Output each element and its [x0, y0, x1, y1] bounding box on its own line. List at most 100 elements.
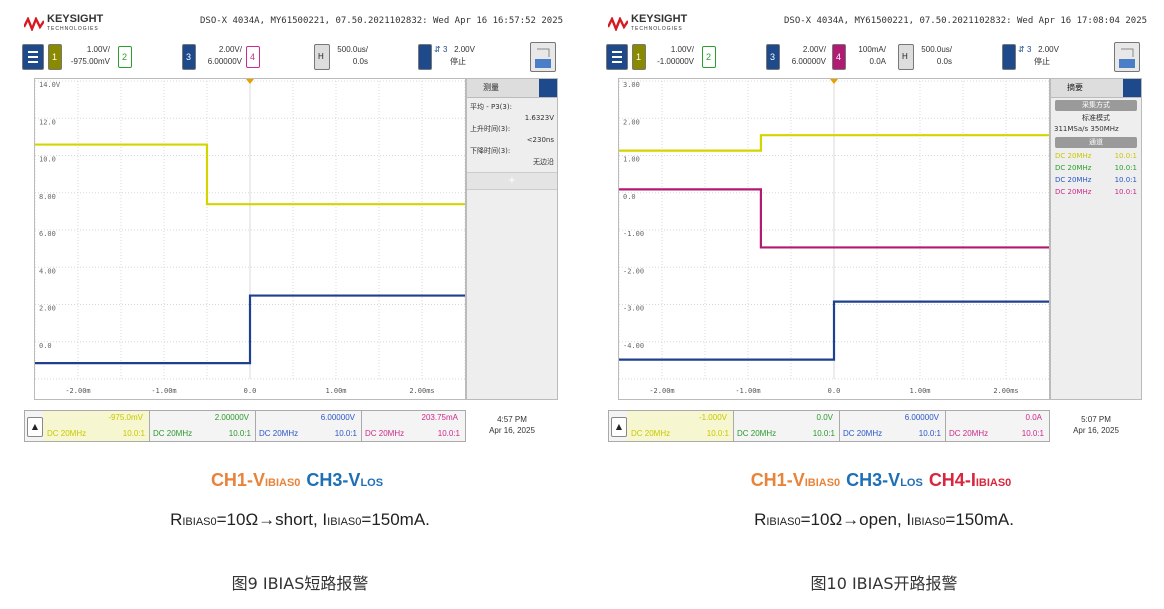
ch2-button[interactable]: 2	[702, 46, 716, 68]
footer-ch2[interactable]: 0.0V DC 20MHz 10.0:1	[733, 411, 840, 441]
caption-channel-name: CH1-V	[750, 470, 805, 490]
footer-arrow-button[interactable]: ▲	[611, 417, 627, 437]
footer-ch2[interactable]: 2.00000V DC 20MHz 10.0:1	[149, 411, 256, 441]
cond-end: =150mA.	[945, 510, 1014, 529]
menu-icon	[28, 51, 38, 63]
y-tick-label: -3.00	[623, 305, 644, 313]
x-tick-label: 0.0	[244, 387, 257, 395]
summary-panel-header[interactable]: 摘要	[1051, 79, 1141, 98]
ch1-button[interactable]: 1	[48, 44, 62, 70]
zoom-button[interactable]	[1114, 42, 1140, 72]
cond-i-sub: IBIAS0	[327, 516, 362, 528]
caption-channel-name: CH3-V	[306, 470, 361, 490]
footer-ch3[interactable]: 6.00000V DC 20MHz 10.0:1	[839, 411, 946, 441]
zoom-button[interactable]	[530, 42, 556, 72]
waveform-display[interactable]: 3.00 2.00 1.00 0.0 -1.00 -2.00 -3.00 -4.00 -2.00…	[618, 78, 1050, 400]
trigger-settings: ⇵ 3 2.00V 停止	[1018, 44, 1074, 68]
trigger-button[interactable]	[418, 44, 432, 70]
meas-line-1: 平均 - P3(3):	[470, 103, 512, 111]
x-tick-label: 0.0	[828, 387, 841, 395]
ch3-settings: 2.00V/6.00000V	[196, 44, 242, 68]
footer-ch1-probe: 10.0:1	[122, 429, 145, 438]
meas-line-2: 1.6323V	[524, 114, 554, 122]
trace-ch1	[619, 134, 1049, 152]
footer-ch3[interactable]: 6.00000V DC 20MHz 10.0:1	[255, 411, 362, 441]
footer-ch3-probe: 10.0:1	[918, 429, 941, 438]
footer-ch4[interactable]: 0.0A DC 20MHz 10.0:1	[945, 411, 1048, 441]
menu-button[interactable]	[606, 44, 628, 70]
ch2-label: 2	[122, 52, 128, 62]
caption-figure-fig10: 图10 IBIAS开路报警	[810, 574, 958, 593]
footer-ch1-cpl: DC 20MHz	[47, 429, 87, 438]
summary-cpl: DC 20MHz	[1055, 188, 1092, 196]
trigger-level: 2.00V	[1038, 45, 1059, 54]
h-label: H	[902, 52, 908, 61]
acq-mode-bar: 采集方式	[1055, 100, 1137, 111]
caption-channel-name: CH3-V	[846, 470, 901, 490]
horizontal-button[interactable]: H	[314, 44, 330, 70]
x-tick-label: 1.00m	[325, 387, 346, 395]
footer-ch4-cpl: DC 20MHz	[365, 429, 405, 438]
menu-button[interactable]	[22, 44, 44, 70]
scope-screenshot-fig10: KEYSIGHT TECHNOLOGIES DSO-X 4034A, MY6150…	[604, 8, 1164, 448]
caption-channel-1: CH1-VIBIAS0	[211, 470, 300, 490]
cond-r-sub: IBIAS0	[182, 516, 217, 528]
y-tick-label: -1.00	[623, 230, 644, 238]
ch3-button[interactable]: 3	[182, 44, 196, 70]
footer-ch2-probe: 10.0:1	[812, 429, 835, 438]
ch4-button[interactable]: 4	[832, 44, 846, 70]
ch1-button[interactable]: 1	[632, 44, 646, 70]
ch2-label: 2	[706, 52, 712, 62]
panel-toggle-icon[interactable]	[1123, 79, 1141, 97]
ch2-button[interactable]: 2	[118, 46, 132, 68]
add-measure-icon[interactable]: +	[467, 172, 557, 190]
timebase-settings: 500.0us/0.0s	[912, 44, 952, 68]
footer-ch3-value: 6.00000V	[904, 413, 939, 422]
sample-rate: 311MSa/s 350MHz	[1054, 125, 1119, 133]
y-tick-label: 8.00	[39, 193, 56, 201]
footer-ch4[interactable]: 203.75mA DC 20MHz 10.0:1	[361, 411, 464, 441]
footer-ch2-value: 2.00000V	[214, 413, 249, 422]
trigger-button[interactable]	[1002, 44, 1016, 70]
h-label: H	[318, 52, 324, 61]
meas-line-4: <230ns	[526, 136, 554, 144]
ch4-label: 4	[250, 52, 256, 62]
ch3-button[interactable]: 3	[766, 44, 780, 70]
footer-ch1[interactable]: -1.000V DC 20MHz 10.0:1	[627, 411, 734, 441]
run-status: 停止	[450, 57, 466, 66]
caption-channel-1: CH1-VIBIAS0	[751, 470, 840, 490]
clock-time: 5:07 PM	[1081, 415, 1111, 424]
footer-ch4-value: 203.75mA	[421, 413, 458, 422]
panel-toggle-icon[interactable]	[539, 79, 557, 97]
y-tick-label: 10.0	[39, 156, 56, 164]
ch4-settings: 100mA/0.0A	[846, 44, 886, 68]
summary-probe: 10.0:1	[1114, 164, 1137, 172]
footer-arrow-button[interactable]: ▲	[27, 417, 43, 437]
horizontal-button[interactable]: H	[898, 44, 914, 70]
footer-ch1-value: -1.000V	[698, 413, 727, 422]
trigger-position-marker	[246, 79, 254, 84]
scope-header: KEYSIGHT TECHNOLOGIES DSO-X 4034A, MY6150…	[20, 8, 580, 44]
y-tick-label: 6.00	[39, 230, 56, 238]
ch1-offset: -975.00mV	[70, 57, 110, 66]
footer-ch1[interactable]: -975.0mV DC 20MHz 10.0:1	[43, 411, 150, 441]
footer-ch2-value: 0.0V	[816, 413, 833, 422]
ch4-button[interactable]: 4	[246, 46, 260, 68]
x-tick-label: -2.00m	[649, 387, 674, 395]
ch3-offset: 6.00000V	[791, 57, 826, 66]
footer-ch4-cpl: DC 20MHz	[949, 429, 989, 438]
footer-ch1-value: -975.0mV	[108, 413, 143, 422]
clock: 4:57 PM Apr 16, 2025	[482, 414, 542, 436]
caption-channel-2: CH3-VLOS	[846, 470, 923, 490]
waveform-display[interactable]: 14.0V 12.0 10.0 8.00 6.00 4.00 2.00 0.0 -2.00m -1…	[34, 78, 466, 400]
caption-figure-fig9: 图9 IBIAS短路报警	[231, 574, 369, 593]
ch3-scale: 2.00V/	[218, 45, 242, 54]
timebase-scale: 500.0us/	[921, 45, 952, 54]
x-tick-label: -2.00m	[65, 387, 90, 395]
trigger-level: 2.00V	[454, 45, 475, 54]
caption-channels-fig10: CH1-VIBIAS0 CH3-VLOS CH4-IIBIAS0	[604, 470, 1164, 491]
caption-condition-fig10: RIBIAS0=10Ω→open, IIBIAS0=150mA.	[604, 510, 1164, 530]
measure-panel-header[interactable]: 测量	[467, 79, 557, 98]
summary-probe: 10.0:1	[1114, 188, 1137, 196]
channel-footer: ▲ -975.0mV DC 20MHz 10.0:1 2.00000V DC 20MH…	[24, 410, 466, 442]
